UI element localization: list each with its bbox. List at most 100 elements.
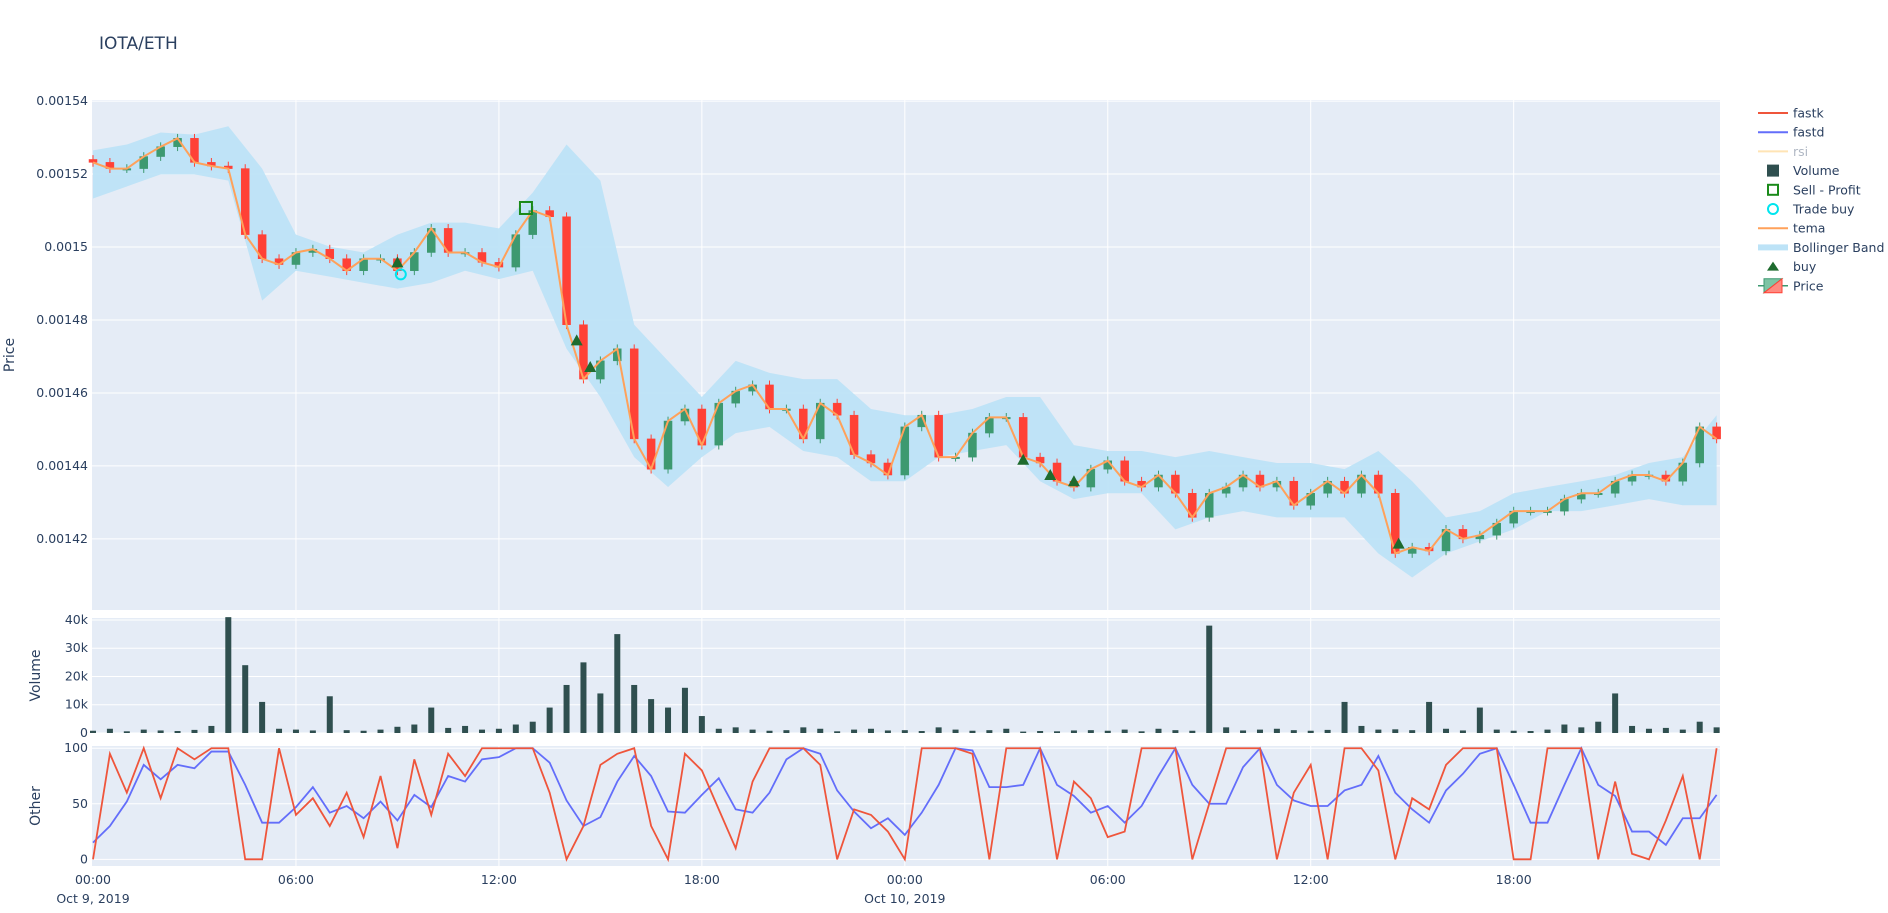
legend-item-sell-profit[interactable]: Sell - Profit: [1767, 182, 1861, 197]
volume-bar: [292, 729, 299, 733]
legend-item-trade-buy[interactable]: Trade buy: [1767, 202, 1855, 217]
buy-marker: [584, 361, 597, 373]
volume-bar: [563, 684, 570, 733]
volume-bar: [1155, 728, 1162, 733]
volume-bar: [512, 724, 519, 733]
volume-bar: [631, 684, 638, 733]
y-tick-label: 0.00146: [36, 385, 88, 400]
x-tick-label: 00:00: [887, 872, 923, 887]
volume-bar: [90, 730, 96, 733]
y-tick-label: 0.00142: [36, 531, 88, 546]
legend-item-tema[interactable]: tema: [1758, 221, 1825, 236]
volume-bar: [952, 729, 959, 733]
volume-bar: [1612, 693, 1619, 733]
square-legend-icon: [1767, 164, 1779, 177]
volume-bar: [1510, 730, 1517, 733]
volume-bar: [1476, 707, 1483, 733]
legend-item-bollinger-band[interactable]: Bollinger Band: [1758, 240, 1884, 255]
volume-bar: [1256, 729, 1263, 733]
legend-label: Trade buy: [1792, 202, 1855, 217]
volume-bar: [1629, 725, 1636, 733]
fastk-line: [92, 745, 1718, 863]
volume-bar: [1138, 731, 1145, 733]
x-tick-label: 06:00: [1090, 872, 1126, 887]
volume-bar: [1189, 730, 1196, 733]
legend-label: Sell - Profit: [1793, 182, 1861, 197]
volume-bar: [546, 707, 553, 733]
legend-item-fastk[interactable]: fastk: [1758, 106, 1824, 121]
volume-bar: [428, 707, 435, 733]
buy-marker: [1017, 453, 1030, 465]
x-tick-label: 12:00: [481, 872, 517, 887]
plot-area-volume: [92, 618, 1720, 733]
volume-bar: [1679, 729, 1686, 733]
volume-bar: [935, 727, 942, 733]
volume-bar: [614, 634, 621, 733]
volume-bar: [1696, 721, 1703, 733]
y-axis-title: Other: [28, 786, 44, 826]
volume-bar: [698, 716, 705, 733]
volume-bar: [478, 729, 485, 733]
y-tick-label: 0.00154: [36, 93, 88, 108]
volume-bar: [1104, 730, 1111, 733]
band-legend-icon: [1758, 244, 1788, 251]
volume-bar: [1409, 730, 1416, 733]
legend-item-fastd[interactable]: fastd: [1758, 125, 1824, 140]
x-tick-label: 12:00: [1293, 872, 1329, 887]
volume-bar: [665, 707, 672, 733]
legend-item-rsi[interactable]: rsi: [1758, 144, 1808, 159]
y-tick-label: 100: [64, 740, 88, 755]
y-tick-label: 0.00152: [36, 166, 88, 181]
legend-item-volume[interactable]: Volume: [1767, 163, 1840, 178]
volume-bar: [1713, 727, 1720, 733]
volume-bar: [1324, 729, 1331, 733]
volume-bar: [1054, 731, 1061, 733]
y-tick-label: 0.00144: [36, 458, 88, 473]
x-tick-date: Oct 9, 2019: [56, 891, 129, 906]
volume-bar: [681, 687, 688, 733]
volume-bar: [918, 731, 925, 733]
volume-bar: [495, 728, 502, 733]
legend-label: tema: [1793, 221, 1825, 236]
volume-bar: [1578, 727, 1585, 733]
volume-bar: [766, 730, 773, 733]
legend[interactable]: fastk fastd rsi Volume Sell - Profit Trade bu…: [1758, 106, 1884, 294]
y-tick-label: 0: [80, 851, 88, 866]
tema-line: [92, 137, 1718, 555]
volume-bar: [884, 730, 891, 733]
volume-bar: [1341, 701, 1348, 733]
volume-bar: [1003, 728, 1010, 733]
volume-bar: [411, 724, 418, 733]
volume-bar: [800, 727, 807, 733]
legend-item-price[interactable]: Price: [1758, 277, 1824, 294]
buy-marker: [1392, 537, 1405, 549]
volume-bar: [377, 729, 384, 733]
volume-bar: [529, 721, 536, 733]
volume-bar: [1307, 730, 1314, 733]
volume-bar: [817, 728, 824, 733]
y-tick-label: 20k: [65, 668, 89, 683]
volume-bar: [1544, 729, 1551, 733]
square-open-legend-icon: [1767, 183, 1779, 196]
volume-bar: [123, 731, 130, 733]
volume-bar: [140, 729, 147, 733]
volume-bar: [1645, 728, 1652, 733]
volume-bar: [343, 730, 350, 733]
volume-bar: [326, 696, 333, 733]
volume-bar: [715, 728, 722, 733]
volume-bar: [597, 693, 604, 733]
volume-bar: [834, 731, 841, 733]
volume-bar: [242, 665, 249, 733]
volume-bar: [1087, 730, 1094, 733]
volume-bar: [867, 728, 874, 733]
volume-bar: [157, 730, 164, 733]
volume-bar: [106, 728, 113, 733]
volume-bar: [1240, 730, 1247, 733]
volume-bar: [1358, 725, 1365, 733]
volume-bar: [783, 730, 790, 733]
volume-bar: [1273, 728, 1280, 733]
legend-item-buy[interactable]: buy: [1767, 259, 1817, 274]
volume-bar: [969, 730, 976, 733]
volume-bar: [445, 727, 452, 733]
y-tick-label: 30k: [65, 640, 89, 655]
